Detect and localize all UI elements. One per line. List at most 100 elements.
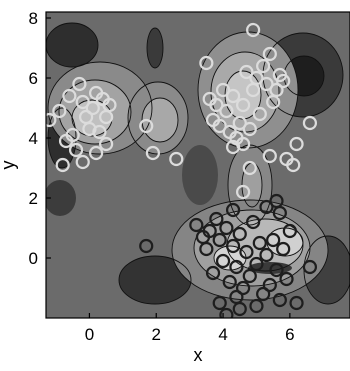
light-data-point [62,88,77,104]
x-tick-label: 4 [218,325,227,344]
dark-data-point [225,202,241,218]
dark-data-point [249,256,264,272]
light-data-point [262,148,277,164]
light-data-point [46,112,57,128]
light-data-point [235,97,251,113]
light-data-point [286,157,301,173]
dark-data-point [262,277,277,293]
light-data-point [52,103,67,119]
light-data-point [75,154,90,170]
light-data-point [169,151,184,167]
dark-data-point [232,226,247,242]
x-tick-label: 2 [152,325,161,344]
dark-data-point [219,220,234,236]
dark-data-point [199,241,214,257]
dark-data-point [212,295,227,311]
dark-data-point [222,274,237,290]
contour-region-light [214,246,246,270]
y-tick-label: 8 [29,9,38,28]
dark-data-point [239,244,254,260]
light-data-point [68,142,84,158]
light-data-point [225,88,241,104]
light-data-point [239,64,254,80]
dark-data-point [289,295,304,311]
light-data-point [55,157,70,173]
light-data-point [242,160,257,176]
dark-data-point [259,199,274,215]
dark-data-point [139,238,154,254]
dark-data-point [215,253,231,269]
light-data-point [72,76,87,92]
y-tick-label: 0 [29,249,38,268]
light-data-point [102,97,117,113]
light-data-point [302,115,318,131]
dark-data-point [202,223,217,239]
dark-data-point [276,241,291,257]
dark-data-point [246,214,261,230]
dark-data-point [219,307,234,318]
dark-data-point [205,265,221,281]
x-tick-label: 6 [285,325,294,344]
dark-data-point [256,286,271,302]
dark-data-point [225,238,241,254]
y-axis: 0 2 4 6 8 [29,9,51,268]
light-data-point [219,103,234,119]
light-data-point [225,139,241,155]
dark-data-point [269,193,284,209]
contour-region-dark [147,28,163,68]
light-data-point [212,118,227,134]
light-data-point [139,118,154,134]
y-tick-label: 4 [29,129,38,148]
dark-data-point [209,211,224,227]
dark-data-point [269,262,284,278]
dark-data-point [279,271,294,287]
y-tick-label: 6 [29,69,38,88]
light-data-point [232,115,247,131]
dark-data-point [249,298,264,314]
light-data-point [246,22,261,38]
dark-data-point [272,292,287,308]
dark-data-point [252,235,267,251]
light-data-point [262,46,277,62]
light-data-point [215,82,231,98]
light-data-point [259,76,274,92]
plot-area [46,12,350,318]
light-data-point [85,100,100,116]
light-data-point [209,97,224,113]
light-data-point [289,136,304,152]
light-data-point [92,124,107,140]
dark-data-point [302,259,318,275]
light-data-point [235,184,251,200]
y-tick-label: 2 [29,189,38,208]
light-data-point [276,73,291,89]
light-data-point [99,136,114,152]
contour-region-dark [119,256,191,304]
light-data-point [249,70,264,86]
dark-data-point [232,301,247,317]
light-data-point [199,55,214,71]
dark-data-point [242,268,257,284]
dark-data-point [212,232,227,248]
light-data-point [252,106,267,122]
x-tick-label: 0 [85,325,94,344]
light-data-point [256,58,271,74]
light-data-point [89,145,104,161]
dark-data-point [229,259,244,275]
dark-data-point [259,247,274,263]
dark-data-point [282,223,297,239]
x-axis-label: x [194,345,203,365]
light-data-point [242,121,257,137]
plot-frame [45,11,350,319]
scatter-points [46,22,318,318]
contour-region-dark [46,23,98,67]
dark-data-point [189,217,204,233]
light-data-point [269,82,284,98]
light-data-point [58,133,74,149]
light-data-point [75,94,90,110]
dark-data-point [266,232,281,248]
dark-data-point [235,280,251,296]
x-axis: 0 2 4 6 [85,313,295,344]
contour-region-dark [182,145,218,205]
